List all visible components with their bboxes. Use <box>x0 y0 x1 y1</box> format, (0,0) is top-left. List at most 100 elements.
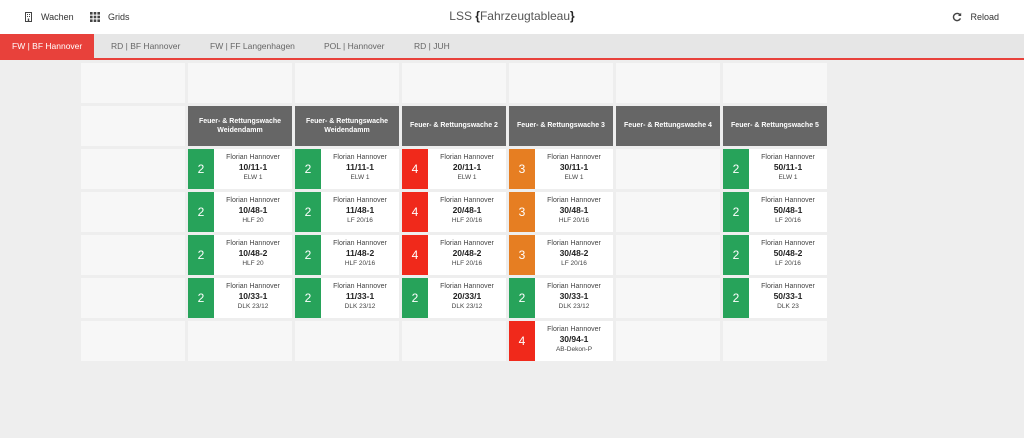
vehicle-callsign-prefix: Florian Hannover <box>226 154 280 161</box>
vehicle-callsign-prefix: Florian Hannover <box>440 197 494 204</box>
vehicle-card[interactable]: 3 Florian Hannover 30/11-1 ELW 1 <box>509 149 613 189</box>
vehicle-type: HLF 20 <box>242 217 264 224</box>
vehicle-info: Florian Hannover 11/48-1 LF 20/16 <box>321 192 399 232</box>
vehicle-callsign-prefix: Florian Hannover <box>761 240 815 247</box>
vehicle-callsign: 30/94-1 <box>559 334 589 344</box>
station-name: Feuer- & Rettungswache 2 <box>410 121 498 130</box>
vehicle-card[interactable]: 2 Florian Hannover 10/48-2 HLF 20 <box>188 235 292 275</box>
vehicle-callsign: 20/33/1 <box>452 291 482 301</box>
grid-cell <box>188 321 292 361</box>
vehicle-callsign-prefix: Florian Hannover <box>547 154 601 161</box>
vehicle-info: Florian Hannover 30/94-1 AB-Dekon-P <box>535 321 613 361</box>
vehicle-status-badge: 3 <box>509 192 535 232</box>
vehicle-card[interactable]: 4 Florian Hannover 30/94-1 AB-Dekon-P <box>509 321 613 361</box>
vehicle-status-badge: 2 <box>295 192 321 232</box>
vehicle-card[interactable]: 2 Florian Hannover 50/48-2 LF 20/16 <box>723 235 827 275</box>
vehicle-card[interactable]: 2 Florian Hannover 30/33-1 DLK 23/12 <box>509 278 613 318</box>
grid-cell <box>616 235 720 275</box>
vehicle-type: ELW 1 <box>778 174 798 181</box>
vehicle-card[interactable]: 2 Florian Hannover 11/48-1 LF 20/16 <box>295 192 399 232</box>
vehicle-card[interactable]: 2 Florian Hannover 10/11-1 ELW 1 <box>188 149 292 189</box>
station-name-line1: Feuer- & Rettungswache 5 <box>731 122 819 130</box>
grids-button[interactable]: Grids <box>90 9 130 25</box>
vehicle-status-badge: 2 <box>723 192 749 232</box>
vehicle-card[interactable]: 4 Florian Hannover 20/48-1 HLF 20/16 <box>402 192 506 232</box>
vehicle-card[interactable]: 2 Florian Hannover 11/11-1 ELW 1 <box>295 149 399 189</box>
grid-cell <box>616 149 720 189</box>
vehicle-card[interactable]: 2 Florian Hannover 50/33-1 DLK 23 <box>723 278 827 318</box>
grid-cell <box>188 63 292 103</box>
tab-fw-ff-langenhagen[interactable]: FW | FF Langenhagen <box>210 41 295 51</box>
vehicle-callsign-prefix: Florian Hannover <box>547 197 601 204</box>
wachen-button[interactable]: Wachen <box>24 9 74 25</box>
grid-cell <box>81 192 185 232</box>
title-brace-open: { <box>475 9 480 23</box>
reload-button[interactable]: Reload <box>952 9 999 25</box>
vehicle-callsign-prefix: Florian Hannover <box>761 154 815 161</box>
station-name-line1: Feuer- & Rettungswache 3 <box>517 122 605 130</box>
vehicle-status-badge: 2 <box>295 149 321 189</box>
vehicle-callsign: 20/48-2 <box>452 248 482 258</box>
vehicle-card[interactable]: 2 Florian Hannover 50/11-1 ELW 1 <box>723 149 827 189</box>
station-name: Feuer- & Rettungswache Weidendamm <box>306 117 388 136</box>
vehicle-type: AB-Dekon-P <box>555 346 593 353</box>
station-name-line2: Weidendamm <box>217 127 263 134</box>
vehicle-callsign: 20/48-1 <box>452 205 482 215</box>
vehicle-info: Florian Hannover 50/33-1 DLK 23 <box>749 278 827 318</box>
vehicle-callsign: 11/33-1 <box>345 291 375 301</box>
station-name-line2: Weidendamm <box>324 127 370 134</box>
vehicle-type: DLK 23/12 <box>344 303 376 310</box>
vehicle-card[interactable]: 3 Florian Hannover 30/48-1 HLF 20/16 <box>509 192 613 232</box>
vehicle-callsign: 30/48-2 <box>559 248 589 258</box>
tab-bar: FW | BF Hannover RD | BF Hannover FW | F… <box>0 34 1024 60</box>
title-prefix: LSS <box>449 9 476 23</box>
grid-cell <box>616 278 720 318</box>
vehicle-card[interactable]: 4 Florian Hannover 20/48-2 HLF 20/16 <box>402 235 506 275</box>
vehicle-callsign: 30/11-1 <box>559 162 589 172</box>
vehicle-info: Florian Hannover 30/48-1 HLF 20/16 <box>535 192 613 232</box>
vehicle-callsign-prefix: Florian Hannover <box>226 283 280 290</box>
station-header: Feuer- & Rettungswache Weidendamm <box>188 106 292 146</box>
station-name: Feuer- & Rettungswache 5 <box>731 121 819 130</box>
vehicle-card[interactable]: 2 Florian Hannover 50/48-1 LF 20/16 <box>723 192 827 232</box>
vehicle-card[interactable]: 2 Florian Hannover 10/33-1 DLK 23/12 <box>188 278 292 318</box>
vehicle-status-badge: 3 <box>509 149 535 189</box>
vehicle-type: HLF 20/16 <box>344 260 376 267</box>
vehicle-type: DLK 23/12 <box>451 303 483 310</box>
grid-cell <box>81 235 185 275</box>
vehicle-type: LF 20/16 <box>775 260 801 267</box>
vehicle-status-badge: 4 <box>402 235 428 275</box>
grid-icon <box>90 12 100 22</box>
vehicle-card[interactable]: 2 Florian Hannover 11/48-2 HLF 20/16 <box>295 235 399 275</box>
vehicle-type: LF 20/16 <box>347 217 373 224</box>
tab-fw-bf-hannover[interactable]: FW | BF Hannover <box>0 34 95 58</box>
title-brace-close: } <box>570 9 575 23</box>
vehicle-type: ELW 1 <box>350 174 370 181</box>
station-name-line1: Feuer- & Rettungswache <box>198 117 282 125</box>
tab-pol-hannover[interactable]: POL | Hannover <box>324 41 385 51</box>
vehicle-card[interactable]: 2 Florian Hannover 11/33-1 DLK 23/12 <box>295 278 399 318</box>
vehicle-status-badge: 2 <box>188 278 214 318</box>
vehicle-callsign-prefix: Florian Hannover <box>333 240 387 247</box>
station-header: Feuer- & Rettungswache Weidendamm <box>295 106 399 146</box>
tab-rd-bf-hannover[interactable]: RD | BF Hannover <box>111 41 181 51</box>
grids-label: Grids <box>108 12 130 22</box>
vehicle-status-badge: 2 <box>188 192 214 232</box>
grid-cell <box>402 63 506 103</box>
vehicle-status-badge: 2 <box>188 149 214 189</box>
vehicle-callsign: 10/11-1 <box>238 162 268 172</box>
vehicle-callsign-prefix: Florian Hannover <box>226 197 280 204</box>
grid-cell <box>295 321 399 361</box>
vehicle-type: LF 20/16 <box>775 217 801 224</box>
vehicle-info: Florian Hannover 10/48-1 HLF 20 <box>214 192 292 232</box>
grid-cell <box>723 321 827 361</box>
vehicle-card[interactable]: 3 Florian Hannover 30/48-2 LF 20/16 <box>509 235 613 275</box>
vehicle-info: Florian Hannover 30/11-1 ELW 1 <box>535 149 613 189</box>
tab-rd-juh[interactable]: RD | JUH <box>414 41 450 51</box>
vehicle-info: Florian Hannover 10/11-1 ELW 1 <box>214 149 292 189</box>
vehicle-card[interactable]: 2 Florian Hannover 20/33/1 DLK 23/12 <box>402 278 506 318</box>
vehicle-callsign-prefix: Florian Hannover <box>547 283 601 290</box>
vehicle-type: HLF 20/16 <box>451 260 483 267</box>
vehicle-card[interactable]: 2 Florian Hannover 10/48-1 HLF 20 <box>188 192 292 232</box>
vehicle-card[interactable]: 4 Florian Hannover 20/11-1 ELW 1 <box>402 149 506 189</box>
